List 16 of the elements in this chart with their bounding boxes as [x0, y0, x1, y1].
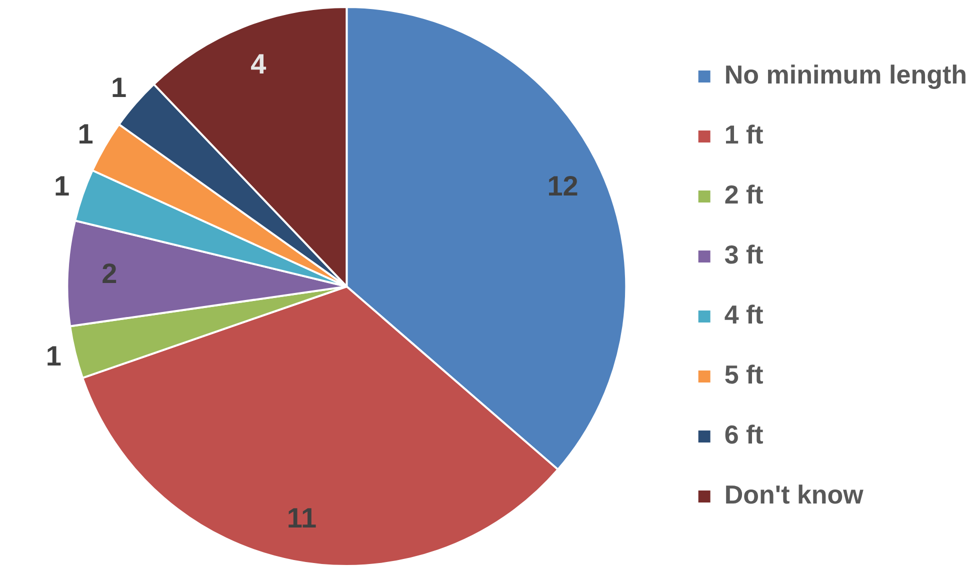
data-label: 11: [286, 502, 317, 534]
data-label: 2: [102, 258, 118, 289]
legend-label: 6 ft: [724, 420, 764, 450]
legend-label: 3 ft: [724, 240, 764, 270]
data-label: 1: [78, 118, 94, 150]
data-label: 1: [46, 340, 62, 372]
legend-label: 5 ft: [724, 360, 764, 390]
legend-label: 4 ft: [724, 300, 764, 330]
data-label: 1: [111, 72, 127, 103]
data-label: 12: [547, 170, 578, 202]
data-label: 1: [54, 170, 70, 202]
legend-label: No minimum length: [724, 60, 968, 90]
legend-label: 1 ft: [724, 120, 764, 150]
data-label: 4: [250, 48, 267, 80]
legend-label: Don't know: [724, 480, 864, 510]
legend-label: 2 ft: [724, 180, 764, 210]
